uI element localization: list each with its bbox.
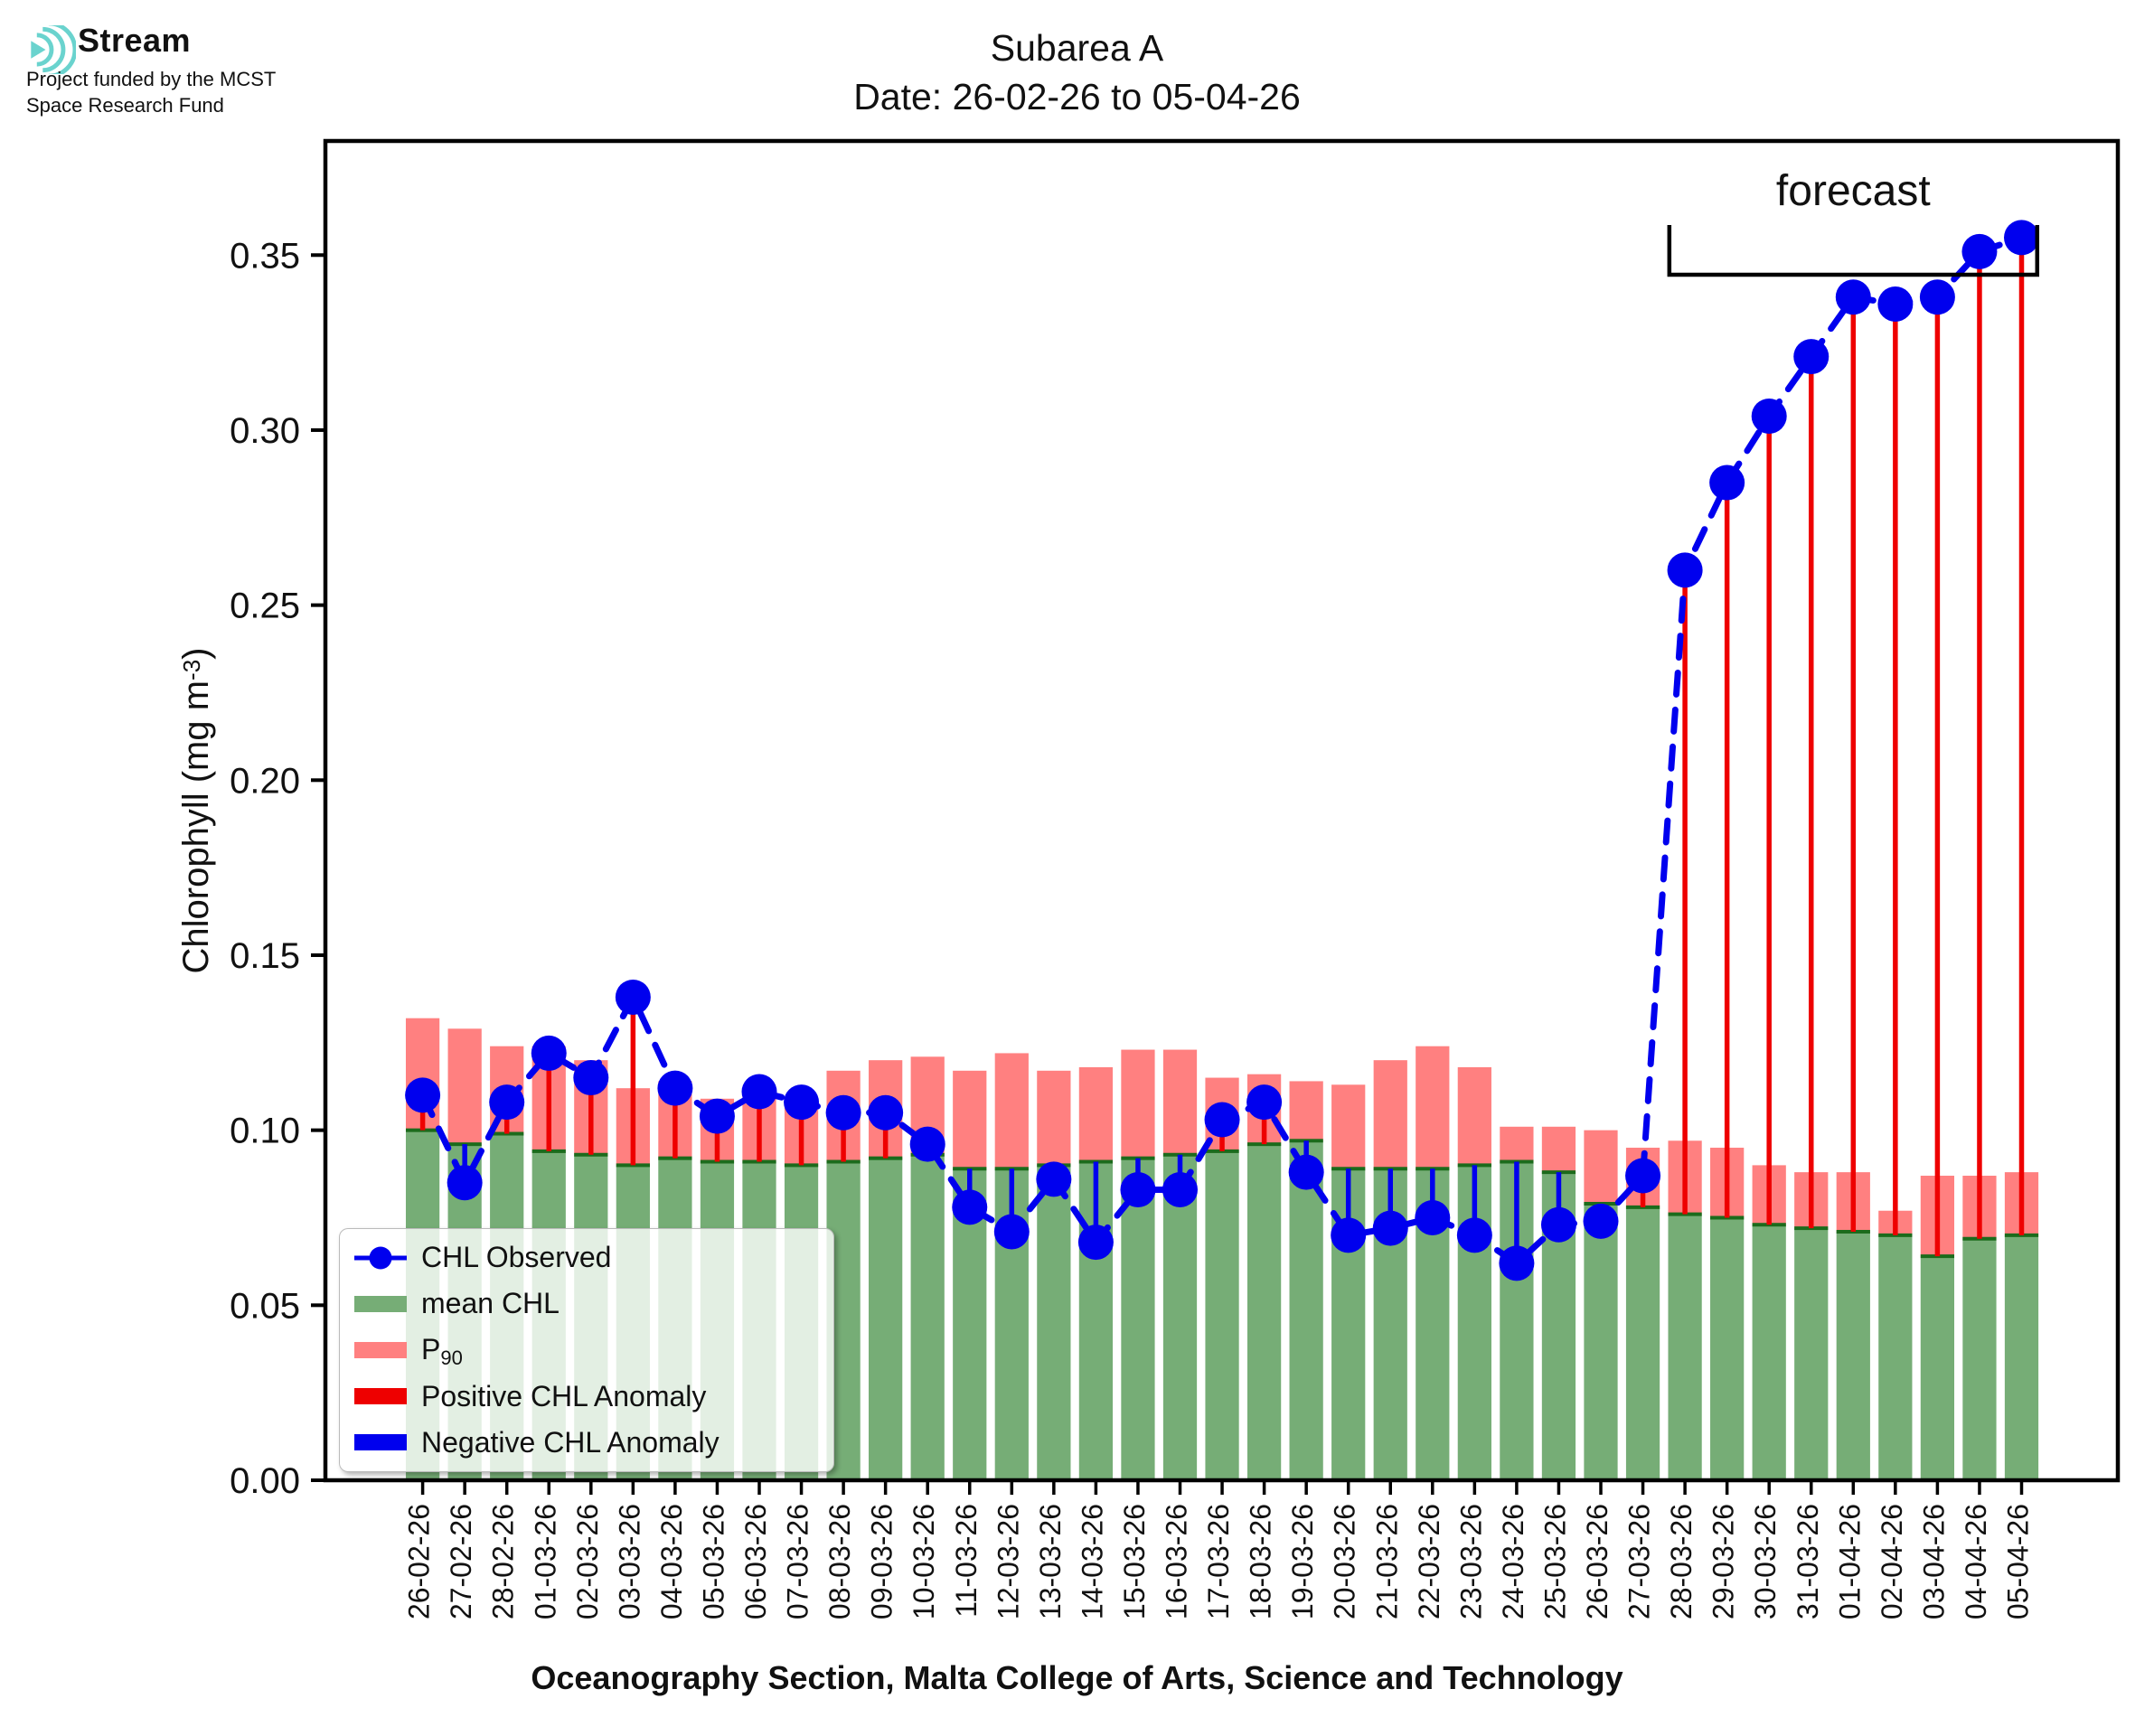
svg-text:27-03-26: 27-03-26 bbox=[1623, 1504, 1656, 1619]
svg-text:0.10: 0.10 bbox=[230, 1112, 300, 1151]
svg-text:01-04-26: 01-04-26 bbox=[1833, 1504, 1866, 1619]
svg-text:0.00: 0.00 bbox=[230, 1461, 300, 1501]
svg-text:21-03-26: 21-03-26 bbox=[1370, 1504, 1403, 1619]
svg-text:28-02-26: 28-02-26 bbox=[487, 1504, 520, 1619]
svg-text:11-03-26: 11-03-26 bbox=[950, 1504, 983, 1618]
svg-text:25-03-26: 25-03-26 bbox=[1538, 1504, 1571, 1619]
svg-text:23-03-26: 23-03-26 bbox=[1454, 1504, 1487, 1619]
svg-text:14-03-26: 14-03-26 bbox=[1076, 1504, 1108, 1619]
svg-text:17-03-26: 17-03-26 bbox=[1202, 1504, 1235, 1619]
svg-text:04-04-26: 04-04-26 bbox=[1960, 1504, 1992, 1619]
svg-text:19-03-26: 19-03-26 bbox=[1286, 1504, 1319, 1619]
svg-text:12-03-26: 12-03-26 bbox=[992, 1504, 1024, 1619]
svg-text:26-02-26: 26-02-26 bbox=[403, 1504, 436, 1619]
svg-text:0.20: 0.20 bbox=[230, 761, 300, 801]
svg-text:09-03-26: 09-03-26 bbox=[866, 1504, 898, 1619]
svg-text:0.25: 0.25 bbox=[230, 586, 300, 626]
svg-text:16-03-26: 16-03-26 bbox=[1161, 1504, 1193, 1619]
svg-text:04-03-26: 04-03-26 bbox=[655, 1504, 688, 1619]
svg-text:06-03-26: 06-03-26 bbox=[739, 1504, 772, 1619]
svg-text:18-03-26: 18-03-26 bbox=[1245, 1504, 1277, 1619]
svg-text:03-04-26: 03-04-26 bbox=[1917, 1504, 1950, 1619]
svg-text:22-03-26: 22-03-26 bbox=[1413, 1504, 1445, 1619]
svg-text:28-03-26: 28-03-26 bbox=[1665, 1504, 1698, 1619]
svg-text:10-03-26: 10-03-26 bbox=[908, 1504, 940, 1619]
svg-text:0.30: 0.30 bbox=[230, 411, 300, 451]
svg-text:01-03-26: 01-03-26 bbox=[529, 1504, 561, 1619]
svg-text:31-03-26: 31-03-26 bbox=[1792, 1504, 1824, 1619]
svg-text:30-03-26: 30-03-26 bbox=[1749, 1504, 1782, 1619]
svg-text:13-03-26: 13-03-26 bbox=[1034, 1504, 1067, 1619]
svg-text:07-03-26: 07-03-26 bbox=[782, 1504, 814, 1619]
svg-text:26-03-26: 26-03-26 bbox=[1581, 1504, 1613, 1619]
svg-text:03-03-26: 03-03-26 bbox=[613, 1504, 645, 1619]
svg-text:15-03-26: 15-03-26 bbox=[1118, 1504, 1151, 1619]
svg-text:24-03-26: 24-03-26 bbox=[1497, 1504, 1529, 1619]
svg-text:forecast: forecast bbox=[1776, 167, 1931, 215]
svg-text:0.05: 0.05 bbox=[230, 1286, 300, 1326]
svg-text:Chlorophyll (mg m-3): Chlorophyll (mg m-3) bbox=[176, 648, 216, 974]
svg-text:0.15: 0.15 bbox=[230, 936, 300, 976]
svg-text:27-02-26: 27-02-26 bbox=[445, 1504, 477, 1619]
svg-text:20-03-26: 20-03-26 bbox=[1329, 1504, 1361, 1619]
svg-text:02-04-26: 02-04-26 bbox=[1876, 1504, 1908, 1619]
svg-text:08-03-26: 08-03-26 bbox=[823, 1504, 856, 1619]
svg-text:02-03-26: 02-03-26 bbox=[571, 1504, 604, 1619]
svg-text:29-03-26: 29-03-26 bbox=[1707, 1504, 1740, 1619]
svg-text:05-03-26: 05-03-26 bbox=[697, 1504, 729, 1619]
svg-text:0.35: 0.35 bbox=[230, 236, 300, 276]
svg-text:05-04-26: 05-04-26 bbox=[2002, 1504, 2035, 1619]
